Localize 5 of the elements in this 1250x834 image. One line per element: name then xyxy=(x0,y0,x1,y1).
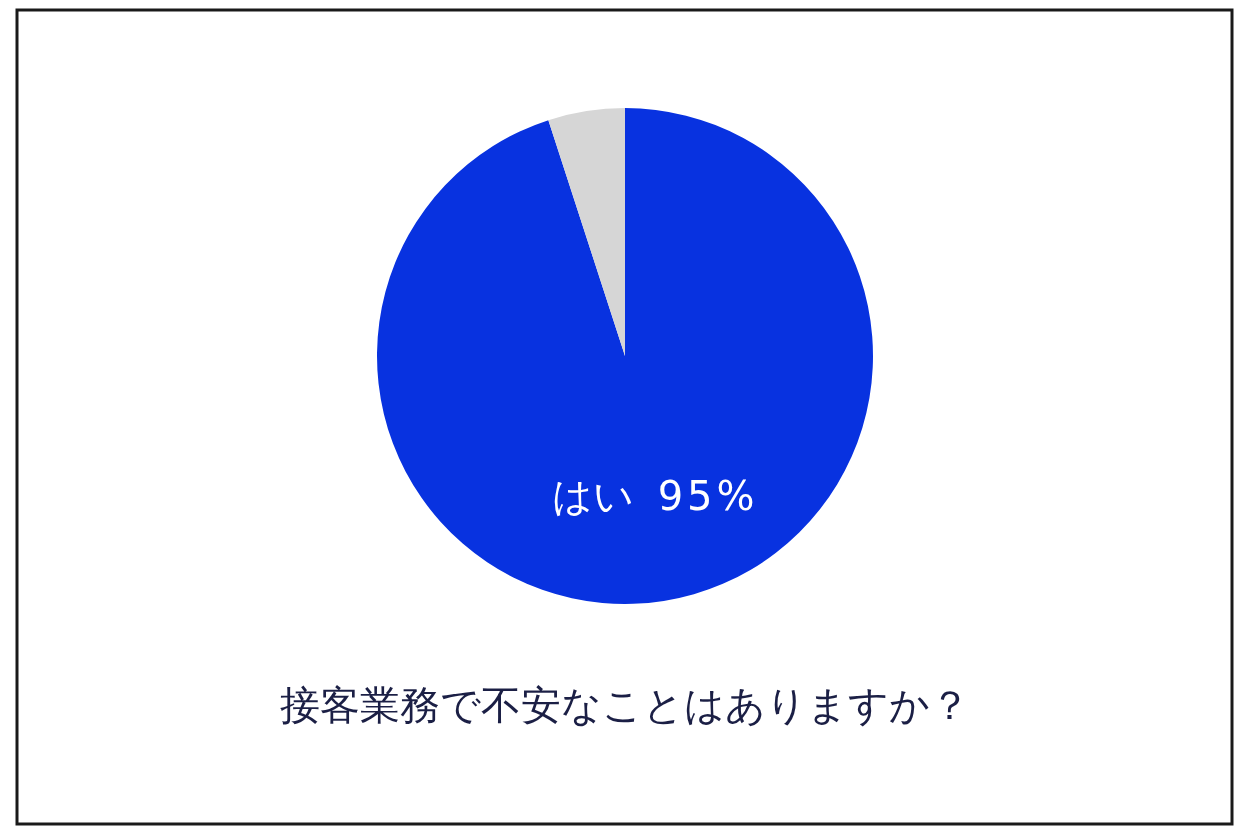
pie-slice xyxy=(377,108,873,604)
slice-label: はい xyxy=(551,472,634,519)
text: 接客業務で不安なことはありますか？ xyxy=(280,682,970,728)
data-label: 95% xyxy=(657,472,759,519)
pie-slice xyxy=(548,108,625,356)
